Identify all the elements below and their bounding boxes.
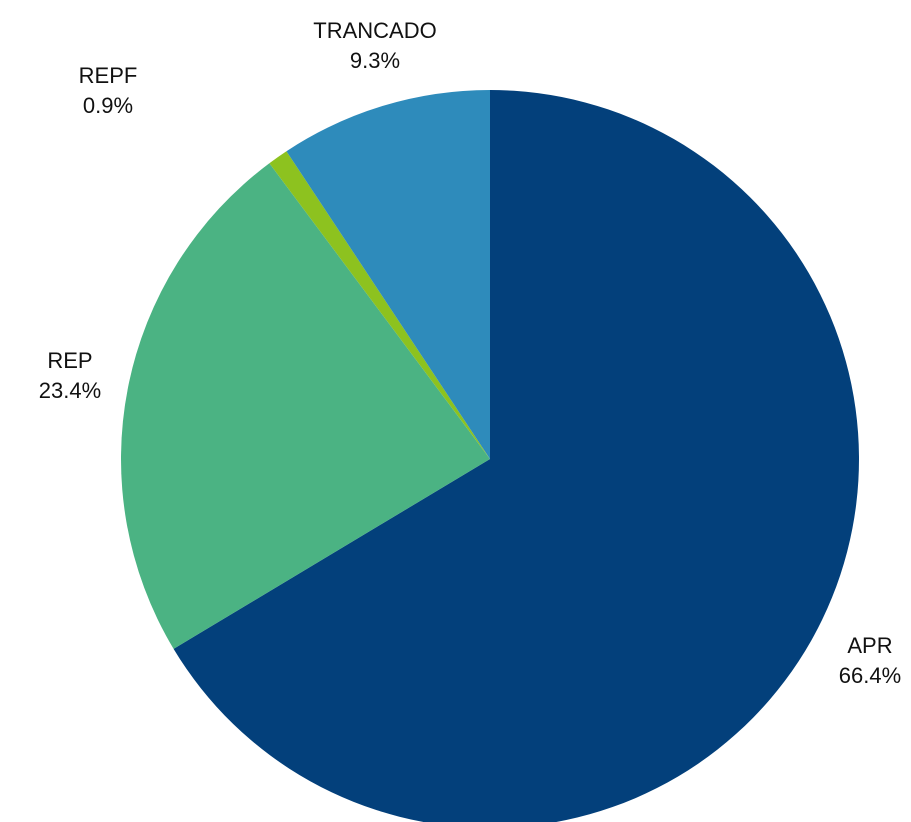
slice-label: REPF [79,63,138,88]
pie-slice [120,163,491,649]
pie-slice [269,151,490,460]
slice-value-label: 23.4% [39,378,101,403]
slice-label: REP [47,348,92,373]
slice-label: APR [847,633,892,658]
slice-value-label: 0.9% [83,93,133,118]
slice-value-label: 9.3% [350,48,400,73]
pie-slice [173,90,859,822]
slice-value-label: 66.4% [839,663,901,688]
pie-slice [286,90,490,459]
slice-label: TRANCADO [313,18,436,43]
